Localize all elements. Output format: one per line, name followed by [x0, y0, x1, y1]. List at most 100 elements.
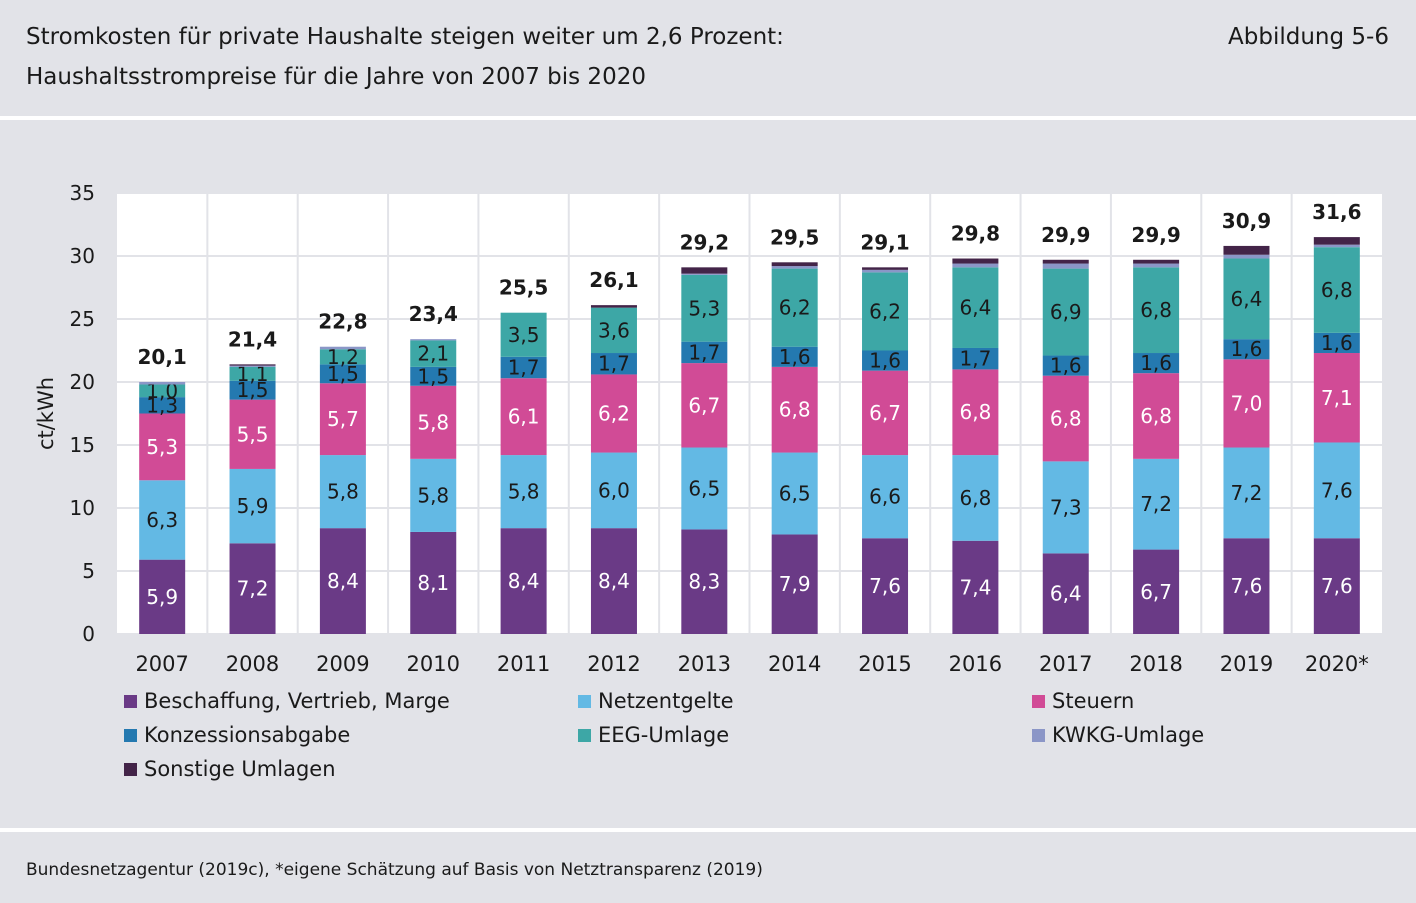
bar-segment — [1042, 263, 1089, 269]
bar-segment — [771, 366, 818, 453]
bar-segment — [952, 369, 999, 456]
bar-segment-label: 6,8 — [1140, 404, 1172, 428]
bar-segment — [590, 353, 637, 375]
bar-total-label: 20,1 — [137, 345, 186, 369]
legend-item: Konzessionsabgabe — [124, 723, 350, 747]
bar-total-label: 22,8 — [318, 310, 367, 334]
bar-total-label: 21,4 — [228, 327, 277, 351]
bar-segment — [1313, 247, 1360, 333]
bar-segment — [229, 468, 276, 544]
bar-segment-label: 2,1 — [417, 342, 449, 366]
bar-segment-label: 6,7 — [869, 401, 901, 425]
bar-segment — [771, 534, 818, 634]
bar-segment-label: 6,5 — [688, 476, 720, 500]
bar-total-label: 29,9 — [1041, 223, 1090, 247]
bar-segment — [681, 529, 728, 634]
bar-segment-label: 6,5 — [779, 482, 811, 506]
bar-segment-label: 6,3 — [146, 508, 178, 532]
y-tick-label: 0 — [82, 622, 95, 646]
bar-segment — [1313, 237, 1360, 245]
bar-segment — [862, 455, 909, 539]
bar-segment-label: 1,7 — [508, 356, 540, 380]
bar-segment — [410, 339, 457, 341]
bar-segment — [862, 272, 909, 351]
legend-swatch — [1032, 728, 1045, 742]
bar-segment — [771, 262, 818, 267]
bar-segment — [952, 263, 999, 268]
bar-segment — [319, 383, 366, 456]
bar-segment-label: 5,9 — [146, 585, 178, 609]
bar-segment-label: 1,7 — [959, 347, 991, 371]
bar-segment — [139, 413, 186, 481]
chart-title-line-1: Stromkosten für private Haushalte steige… — [26, 24, 784, 50]
bar-segment-label: 6,8 — [1321, 278, 1353, 302]
bar-segment-label: 5,9 — [237, 494, 269, 518]
bar-segment — [229, 364, 276, 366]
bar-segment — [139, 397, 186, 414]
bar-segment — [139, 480, 186, 560]
bar-segment-label: 5,3 — [688, 296, 720, 320]
bar-segment-label: 7,3 — [1050, 495, 1082, 519]
x-tick-label: 2015 — [858, 652, 911, 676]
bar-segment — [1133, 549, 1180, 634]
bar-segment — [862, 350, 909, 371]
bar-segment — [500, 312, 547, 357]
bar-segment — [1223, 254, 1270, 259]
bar-segment-label: 1,6 — [1321, 331, 1353, 355]
bar-segment — [319, 346, 366, 350]
bar-segment — [139, 559, 186, 634]
bar-segment — [410, 531, 457, 634]
bar-segment — [410, 366, 457, 386]
bar-segment — [1313, 244, 1360, 248]
bar-segment-label: 1,5 — [327, 362, 359, 386]
x-tick-label: 2013 — [678, 652, 731, 676]
bar-segment — [500, 528, 547, 634]
bar-segment — [1133, 353, 1180, 374]
bar-segment — [1313, 442, 1360, 539]
legend-item: EEG-Umlage — [578, 723, 729, 747]
y-tick-label: 25 — [70, 307, 95, 331]
bar-total-label: 29,9 — [1131, 223, 1180, 247]
bar-segment — [139, 382, 186, 385]
bar-total-label: 25,5 — [499, 276, 548, 300]
bar-segment-label: 7,2 — [237, 577, 269, 601]
bar-segment — [1042, 355, 1089, 376]
legend-swatch — [578, 728, 591, 742]
bar-segment — [771, 346, 818, 367]
legend-swatch — [1032, 694, 1045, 708]
bar-segment — [1042, 375, 1089, 462]
bar-segment — [1313, 353, 1360, 443]
x-tick-label: 2007 — [135, 652, 188, 676]
legend-item: Netzentgelte — [578, 689, 734, 713]
bar-segment — [681, 447, 728, 530]
source-note: Bundesnetzagentur (2019c), *eigene Schät… — [26, 860, 763, 880]
bar-segment-label: 7,6 — [1321, 574, 1353, 598]
y-tick-label: 15 — [70, 433, 95, 457]
bar-segment-label: 5,8 — [508, 480, 540, 504]
bar-segment-label: 5,8 — [417, 483, 449, 507]
bar-segment — [952, 540, 999, 634]
bar-segment — [229, 366, 276, 381]
bar-segment — [1313, 538, 1360, 634]
bar-segment — [681, 274, 728, 342]
x-tick-label: 2010 — [407, 652, 460, 676]
bar-total-label: 29,8 — [951, 222, 1000, 246]
bar-segment — [862, 267, 909, 270]
bar-segment-label: 1,7 — [598, 352, 630, 376]
bar-segment — [1223, 359, 1270, 448]
bar-segment-label: 7,0 — [1231, 391, 1263, 415]
bar-segment-label: 7,9 — [779, 572, 811, 596]
bar-segment — [590, 528, 637, 634]
bar-segment — [952, 455, 999, 541]
bar-segment — [952, 347, 999, 370]
bar-segment-label: 6,7 — [1140, 580, 1172, 604]
bar-segment-label: 1,6 — [1050, 354, 1082, 378]
legend-label: KWKG-Umlage — [1052, 723, 1205, 747]
legend-item: Beschaffung, Vertrieb, Marge — [124, 689, 450, 713]
bar-segment-label: 1,5 — [237, 378, 269, 402]
bar-total-label: 30,9 — [1222, 209, 1271, 233]
bar-segment — [862, 538, 909, 634]
bar-segment-label: 1,6 — [1231, 337, 1263, 361]
bar-segment-label: 1,5 — [417, 364, 449, 388]
bar-segment-label: 1,6 — [869, 349, 901, 373]
